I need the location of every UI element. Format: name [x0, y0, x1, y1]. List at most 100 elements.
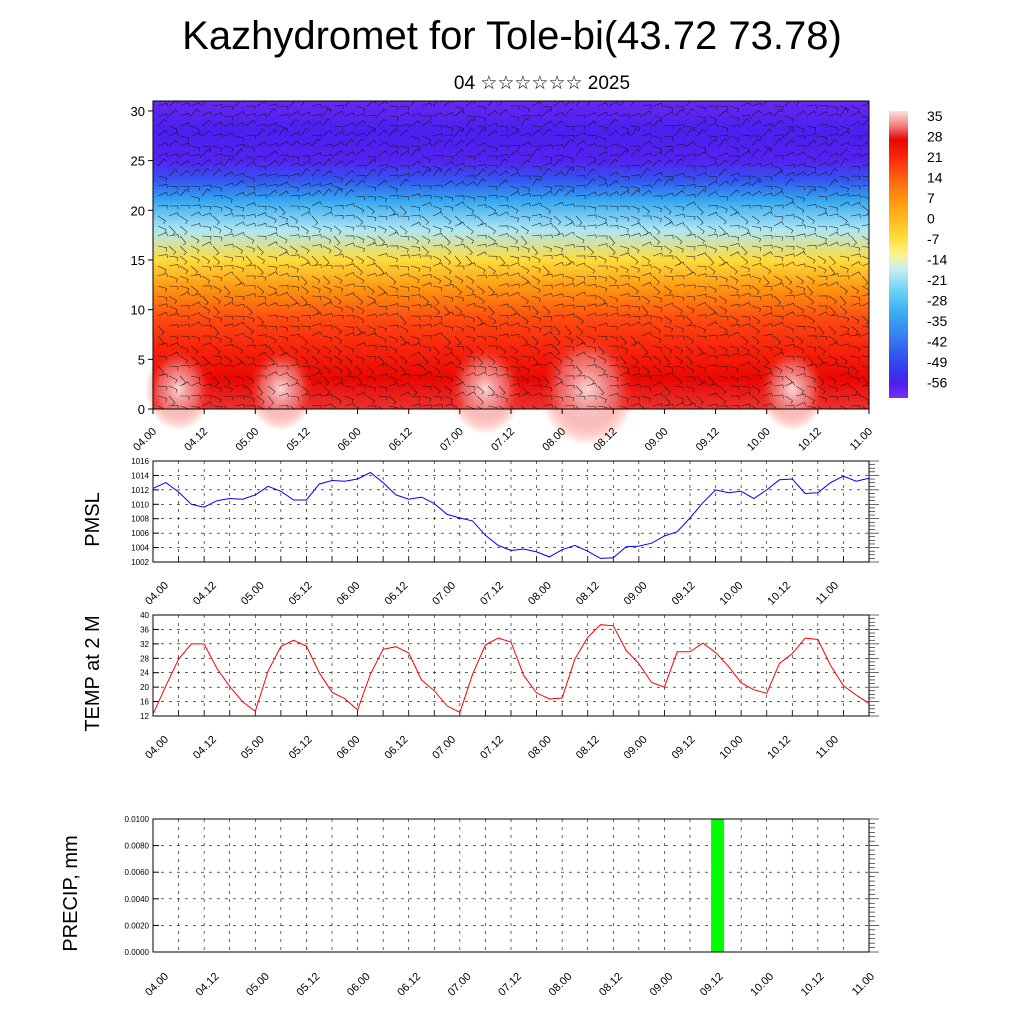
wind-barb [751, 405, 758, 409]
wind-barb [784, 261, 795, 267]
wind-barb [520, 117, 530, 127]
wind-barb [487, 123, 498, 127]
wind-barb [333, 335, 343, 344]
wind-barb [399, 150, 410, 157]
wind-barb [542, 351, 553, 357]
wind-barb [630, 255, 639, 265]
y-tick-label: 0.0100 [125, 815, 150, 824]
wind-barb [509, 130, 520, 137]
wind-barb [586, 312, 597, 317]
wind-barb [289, 254, 300, 259]
wind-barb [652, 235, 661, 245]
wind-barb [410, 254, 421, 259]
wind-barb [509, 149, 520, 157]
y-tick-label: 0.0060 [125, 868, 150, 877]
wind-barb [201, 265, 212, 271]
wind-barb [290, 205, 300, 210]
wind-barb [619, 355, 627, 366]
wind-barb [839, 275, 850, 280]
wind-barb [553, 405, 559, 409]
wind-barb [157, 254, 168, 259]
wind-barb [443, 168, 453, 177]
wind-barb [300, 245, 310, 254]
wind-barb [839, 242, 850, 247]
wind-barb [762, 211, 773, 217]
wind-barb [476, 142, 487, 147]
wind-barb [344, 395, 354, 403]
wind-barb [795, 314, 806, 319]
wind-barb [487, 335, 498, 342]
wind-barb [388, 195, 399, 200]
x-tick-label: 04.12 [191, 580, 219, 608]
wind-barb [201, 119, 212, 127]
wind-barb [795, 345, 805, 354]
wind-barb [388, 205, 396, 216]
wind-barb [366, 385, 377, 392]
wind-barb [685, 305, 695, 314]
wind-barb [850, 334, 861, 338]
wind-barb [454, 305, 463, 315]
wind-barb [630, 285, 639, 295]
wind-barb [498, 395, 508, 403]
x-tick-label: 10.12 [765, 734, 793, 762]
wind-barb [619, 322, 630, 327]
wind-barb [531, 275, 541, 284]
wind-barb [355, 235, 365, 244]
wind-barb [509, 272, 520, 277]
wind-barb [641, 332, 652, 337]
wind-barb [718, 205, 728, 213]
wind-barb [267, 241, 278, 247]
wind-barb [861, 405, 867, 409]
wind-barb [465, 303, 476, 307]
wind-barb [344, 365, 352, 376]
wind-barb [190, 102, 201, 107]
wind-barb [817, 225, 828, 231]
wind-barb [289, 234, 300, 239]
wind-barb [410, 294, 421, 299]
wind-barb [575, 140, 586, 147]
wind-barb [399, 123, 410, 128]
wind-barb [828, 325, 837, 335]
wind-barb [443, 161, 454, 167]
wind-barb [685, 345, 694, 355]
wind-barb [212, 265, 223, 271]
wind-barb [674, 158, 684, 167]
wind-barb [344, 112, 355, 117]
wind-barb [762, 285, 773, 291]
wind-barb [333, 365, 343, 374]
wind-barb [531, 265, 541, 273]
wind-barb [619, 335, 627, 346]
wind-barb [531, 202, 542, 207]
wind-barb [377, 395, 388, 401]
wind-barb [762, 365, 772, 373]
wind-barb [366, 235, 376, 244]
wind-barb [520, 215, 531, 221]
wind-barb [432, 255, 442, 264]
wind-barb [366, 313, 377, 318]
wind-barb [861, 255, 869, 263]
wind-barb [311, 322, 322, 327]
wind-barb [586, 234, 597, 239]
colorbar-label: 0 [927, 211, 935, 227]
wind-barb [410, 101, 415, 107]
wind-barb [267, 292, 278, 297]
wind-barb [586, 255, 597, 261]
wind-barb [718, 168, 728, 177]
wind-barb [410, 265, 421, 272]
wind-barb [388, 255, 398, 263]
wind-barb [828, 160, 839, 167]
x-tick-label: 04.00 [131, 426, 159, 454]
wind-barb [729, 365, 739, 373]
wind-barb [740, 191, 751, 197]
wind-barb [839, 332, 850, 337]
wind-barb [608, 375, 619, 382]
wind-barb [168, 169, 179, 177]
wind-barb [201, 401, 212, 407]
wind-barb [707, 211, 718, 217]
wind-barb [762, 333, 773, 338]
x-tick-label: 05.00 [239, 580, 267, 608]
wind-barb [421, 385, 432, 391]
wind-barb [784, 253, 795, 258]
wind-barb [234, 384, 245, 389]
wind-barb [861, 395, 869, 405]
